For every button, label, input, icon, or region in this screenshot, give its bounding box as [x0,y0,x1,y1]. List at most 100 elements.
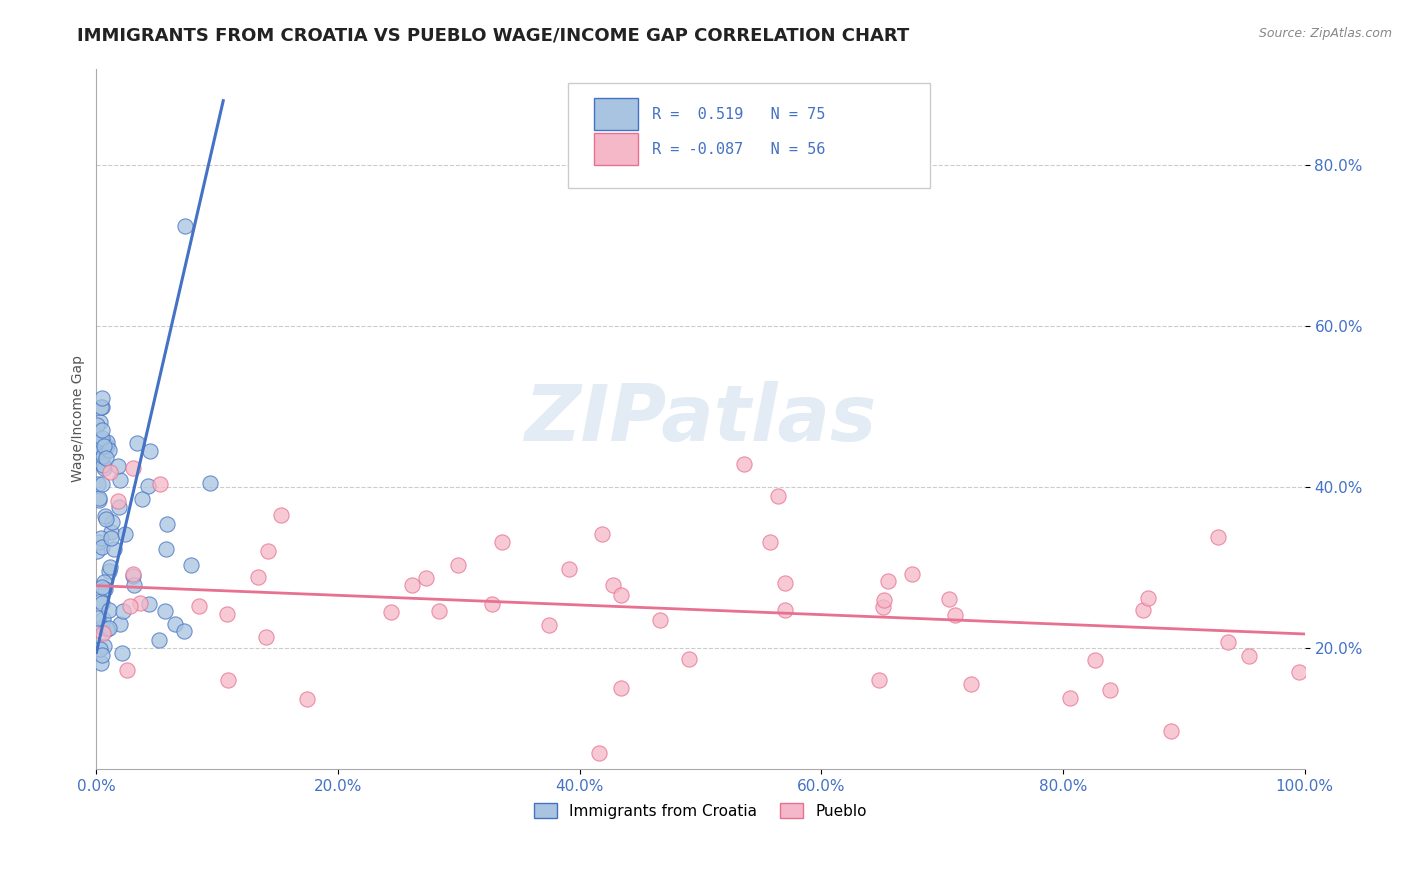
Point [588,746,610,760]
Point [90,648,112,663]
Point [131,491,153,506]
Point [591,527,613,541]
Point [93,509,115,524]
Point [773,575,796,590]
Point [1218,635,1240,649]
Point [100,524,122,539]
Point [1288,665,1310,679]
Point [91,401,114,415]
Point [481,597,503,611]
Bar [595,98,638,130]
Point [153,604,176,618]
Point [100,531,122,545]
Point [558,561,581,575]
Point [90,594,112,608]
Point [876,574,898,588]
Point [91,431,114,445]
Point [89,491,111,505]
Point [94,582,117,596]
Point [86,444,108,458]
Point [943,607,966,622]
Point [93,439,115,453]
Point [108,473,131,487]
Point [491,535,513,549]
Point [97,564,120,578]
Point [91,445,114,459]
Point [89,415,111,429]
Y-axis label: Wage/Income Gap: Wage/Income Gap [72,355,86,483]
Point [198,475,221,490]
Point [246,570,269,584]
Point [91,458,114,472]
Point [98,559,121,574]
Point [254,630,277,644]
Point [96,623,118,637]
Point [96,440,118,454]
Point [155,517,177,532]
Point [107,494,129,508]
Point [97,621,120,635]
FancyBboxPatch shape [568,83,931,187]
Text: R =  0.519   N = 75: R = 0.519 N = 75 [652,106,825,121]
Point [138,443,160,458]
Point [87,439,110,453]
Point [90,423,112,437]
Point [180,558,202,573]
Point [187,599,209,614]
Point [91,626,114,640]
Point [101,515,124,529]
Point [90,596,112,610]
Point [91,612,114,626]
Point [766,489,789,503]
Point [415,571,437,585]
Point [122,460,145,475]
Point [868,673,890,687]
Point [118,599,141,613]
Point [129,595,152,609]
Point [960,677,983,691]
Point [938,592,960,607]
Point [86,454,108,468]
Point [89,642,111,657]
Point [648,613,671,627]
Point [872,599,894,614]
Point [122,566,145,581]
Point [380,605,402,619]
Point [108,617,131,632]
Point [96,434,118,449]
Point [148,633,170,648]
Bar [595,133,638,165]
Point [87,611,110,625]
Point [87,438,110,452]
Point [86,417,108,432]
Point [1160,724,1182,739]
Point [173,219,195,233]
Point [401,578,423,592]
Point [87,477,110,491]
Point [297,692,319,706]
Point [90,391,112,405]
Point [610,588,633,602]
Point [103,542,125,557]
Point [1059,690,1081,705]
Point [111,647,134,661]
Point [1136,591,1159,605]
Point [94,450,117,465]
Point [427,604,450,618]
Text: Source: ZipAtlas.com: Source: ZipAtlas.com [1258,27,1392,40]
Text: R = -0.087   N = 56: R = -0.087 N = 56 [652,142,825,157]
Point [678,652,700,666]
Point [89,534,111,549]
Point [149,476,172,491]
Point [90,400,112,414]
Point [538,618,561,632]
Point [98,465,121,479]
Point [1099,682,1122,697]
Text: ZIPatlas: ZIPatlas [524,381,876,457]
Point [773,603,796,617]
Point [91,541,114,555]
Point [217,673,239,688]
Point [173,624,195,638]
Point [1206,530,1229,544]
Point [115,663,138,677]
